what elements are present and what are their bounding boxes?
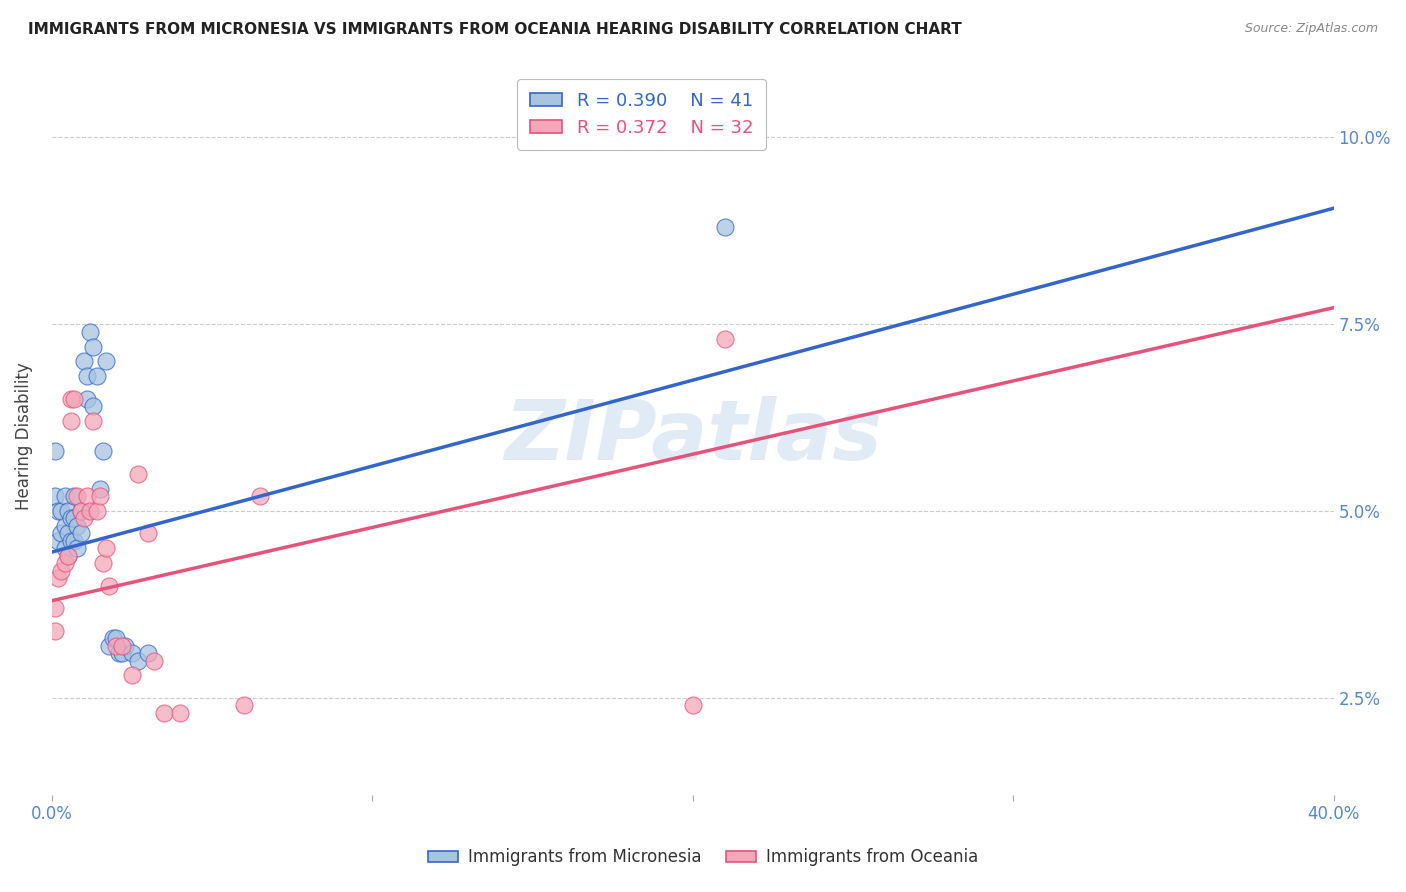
Point (104, 631, 127, 645)
Point (46, 504, 69, 518)
Point (66, 541, 89, 556)
Point (98, 579, 121, 593)
Point (76, 392, 98, 406)
Point (96, 354, 118, 368)
Point (63, 511, 86, 525)
Point (713, 219, 735, 234)
Point (153, 706, 176, 720)
Point (82, 400, 104, 414)
Point (56, 526, 79, 541)
Point (121, 646, 143, 660)
Point (136, 646, 159, 660)
Point (66, 489, 89, 503)
Point (66, 519, 89, 533)
Point (76, 489, 98, 503)
Point (44, 601, 66, 615)
Point (86, 504, 108, 518)
Point (143, 653, 166, 667)
Point (98, 639, 121, 653)
Point (56, 549, 79, 563)
Point (111, 639, 134, 653)
Point (111, 646, 134, 660)
Point (59, 533, 82, 548)
Point (59, 511, 82, 525)
Point (69, 504, 91, 518)
Point (79, 325, 101, 339)
Point (86, 369, 108, 384)
Text: ZIPatlas: ZIPatlas (503, 396, 882, 476)
Point (104, 639, 127, 653)
Point (249, 489, 271, 503)
Point (53, 557, 76, 571)
Point (79, 504, 101, 518)
Point (69, 504, 91, 518)
Point (114, 639, 136, 653)
Point (89, 482, 111, 496)
Point (91, 444, 114, 458)
Point (56, 549, 79, 563)
Point (101, 631, 124, 645)
Point (169, 706, 191, 720)
Point (91, 557, 114, 571)
Point (53, 541, 76, 556)
Point (63, 489, 86, 503)
Point (53, 519, 76, 533)
Point (59, 414, 82, 428)
Point (713, 332, 735, 346)
Text: IMMIGRANTS FROM MICRONESIA VS IMMIGRANTS FROM OCEANIA HEARING DISABILITY CORRELA: IMMIGRANTS FROM MICRONESIA VS IMMIGRANTS… (28, 22, 962, 37)
Point (56, 504, 79, 518)
Point (233, 698, 256, 713)
Point (89, 489, 111, 503)
Legend: R = 0.390    N = 41, R = 0.372    N = 32: R = 0.390 N = 41, R = 0.372 N = 32 (517, 79, 766, 150)
Point (76, 369, 98, 384)
Point (44, 489, 66, 503)
Point (59, 392, 82, 406)
Point (82, 414, 104, 428)
Point (136, 526, 159, 541)
Point (63, 533, 86, 548)
Point (46, 533, 69, 548)
Point (51, 504, 73, 518)
Point (46, 571, 69, 585)
Point (44, 444, 66, 458)
Point (108, 646, 131, 660)
Legend: Immigrants from Micronesia, Immigrants from Oceania: Immigrants from Micronesia, Immigrants f… (419, 840, 987, 875)
Point (82, 340, 104, 354)
Point (73, 354, 96, 368)
Y-axis label: Hearing Disability: Hearing Disability (15, 362, 32, 510)
Point (51, 526, 73, 541)
Point (44, 624, 66, 638)
Point (127, 653, 149, 667)
Point (63, 392, 86, 406)
Point (73, 511, 96, 525)
Point (51, 564, 73, 578)
Text: Source: ZipAtlas.com: Source: ZipAtlas.com (1244, 22, 1378, 36)
Point (96, 541, 118, 556)
Point (682, 698, 704, 713)
Point (53, 489, 76, 503)
Point (127, 467, 149, 481)
Point (69, 526, 91, 541)
Point (121, 668, 143, 682)
